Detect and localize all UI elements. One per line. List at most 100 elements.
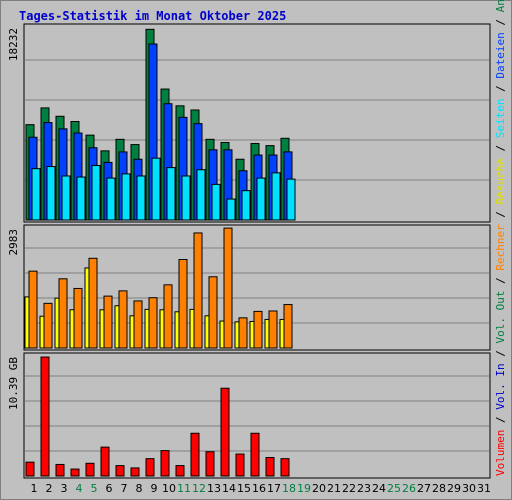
x-tick-label-day-30: 30 [462, 482, 476, 495]
bar-rechner-day-9 [148, 297, 158, 349]
legend-entry: Besuche [494, 158, 507, 204]
legend-entry: Vol. Out [494, 291, 507, 344]
x-tick-label-day-11: 11 [177, 482, 191, 495]
bar-volumen-day-18 [280, 458, 290, 477]
legend-entry: / [494, 410, 507, 430]
x-tick-label-day-6: 6 [106, 482, 113, 495]
legend-entry: Anfragen [494, 0, 507, 12]
bar-rechner-day-5 [88, 257, 98, 349]
bar-rechner-day-12 [193, 232, 203, 349]
bar-volumen-day-13 [205, 451, 215, 477]
y-max-label-3: 10.39 GB [7, 357, 20, 410]
legend-entry: / [494, 12, 507, 32]
right-legend: Volumen / Vol. In / Vol. Out / Rechner /… [494, 0, 507, 476]
bar-volumen-day-14 [220, 387, 230, 477]
x-tick-label-day-19: 19 [297, 482, 311, 495]
bar-volumen-day-17 [265, 457, 275, 477]
bar-volumen-day-9 [145, 458, 155, 477]
bar-rechner-day-13 [208, 276, 218, 349]
x-tick-label-day-18: 18 [282, 482, 296, 495]
x-tick-label-day-4: 4 [76, 482, 83, 495]
x-tick-label-day-5: 5 [91, 482, 98, 495]
bar-volumen-day-16 [250, 432, 260, 477]
bar-seiten-day-16 [256, 177, 266, 221]
legend-entry: / [494, 138, 507, 158]
bar-rechner-day-4 [73, 287, 83, 349]
bar-volumen-day-5 [85, 462, 95, 477]
x-tick-label-day-17: 17 [267, 482, 281, 495]
x-tick-label-day-22: 22 [342, 482, 356, 495]
bar-rechner-day-3 [58, 278, 68, 349]
x-tick-label-day-15: 15 [237, 482, 251, 495]
bar-seiten-day-2 [46, 166, 56, 221]
bar-volumen-day-4 [70, 468, 80, 477]
x-tick-label-day-27: 27 [417, 482, 431, 495]
x-tick-label-day-20: 20 [312, 482, 326, 495]
legend-entry: Rechner [494, 224, 507, 271]
bar-seiten-day-13 [211, 183, 221, 221]
legend-entry: / [494, 204, 507, 224]
bar-rechner-day-7 [118, 290, 128, 349]
chart-title: Tages-Statistik im Monat Oktober 2025 [19, 9, 287, 23]
bar-volumen-day-2 [40, 356, 50, 477]
bar-rechner-day-6 [103, 295, 113, 349]
bar-volumen-day-12 [190, 432, 200, 477]
x-tick-label-day-12: 12 [192, 482, 206, 495]
bar-rechner-day-18 [283, 304, 293, 349]
bar-rechner-day-14 [223, 227, 233, 349]
x-tick-label-day-23: 23 [357, 482, 371, 495]
bar-volumen-day-1 [25, 461, 35, 477]
bar-seiten-day-14 [226, 198, 236, 221]
bar-seiten-day-10 [166, 167, 176, 221]
bar-seiten-day-18 [286, 178, 296, 221]
x-tick-label-day-29: 29 [447, 482, 461, 495]
bar-rechner-day-8 [133, 300, 143, 349]
x-tick-label-day-2: 2 [46, 482, 53, 495]
bar-rechner-day-2 [43, 302, 53, 349]
bar-volumen-day-3 [55, 463, 65, 477]
bar-seiten-day-4 [76, 176, 86, 221]
bar-seiten-day-8 [136, 175, 146, 221]
legend-entry: Vol. In [494, 363, 507, 409]
bar-seiten-day-1 [31, 168, 41, 221]
bar-seiten-day-3 [61, 175, 71, 221]
bar-rechner-day-15 [238, 317, 248, 349]
x-tick-label-day-21: 21 [327, 482, 341, 495]
bar-seiten-day-15 [241, 190, 251, 221]
x-tick-label-day-8: 8 [136, 482, 143, 495]
legend-entry: / [494, 271, 507, 291]
bar-seiten-day-12 [196, 169, 206, 221]
bar-volumen-day-15 [235, 453, 245, 477]
bar-seiten-day-7 [121, 173, 131, 221]
bar-rechner-day-10 [163, 284, 173, 349]
legend-entry: Volumen [494, 430, 507, 476]
x-tick-label-day-14: 14 [222, 482, 236, 495]
x-tick-label-day-28: 28 [432, 482, 446, 495]
x-tick-label-day-7: 7 [121, 482, 128, 495]
legend-entry: / [494, 79, 507, 99]
x-tick-label-day-31: 31 [477, 482, 491, 495]
x-tick-label-day-3: 3 [61, 482, 68, 495]
x-tick-label-day-9: 9 [151, 482, 158, 495]
bar-seiten-day-9 [151, 157, 161, 221]
bar-seiten-day-5 [91, 165, 101, 221]
bar-seiten-day-11 [181, 175, 191, 221]
bar-rechner-day-17 [268, 310, 278, 349]
bar-volumen-day-11 [175, 465, 185, 477]
legend-entry: / [494, 344, 507, 364]
x-tick-label-day-1: 1 [31, 482, 38, 495]
bar-rechner-day-16 [253, 310, 263, 349]
legend-entry: Seiten [494, 98, 507, 138]
x-tick-label-day-16: 16 [252, 482, 266, 495]
bar-volumen-day-7 [115, 465, 125, 477]
bar-volumen-day-10 [160, 450, 170, 477]
bar-seiten-day-17 [271, 172, 281, 221]
x-tick-label-day-25: 25 [387, 482, 401, 495]
bar-rechner-day-11 [178, 258, 188, 349]
bar-seiten-day-6 [106, 177, 116, 221]
bar-volumen-day-8 [130, 467, 140, 477]
x-tick-label-day-13: 13 [207, 482, 221, 495]
legend-entry: Dateien [494, 32, 507, 78]
y-max-label-2: 2983 [7, 229, 20, 256]
